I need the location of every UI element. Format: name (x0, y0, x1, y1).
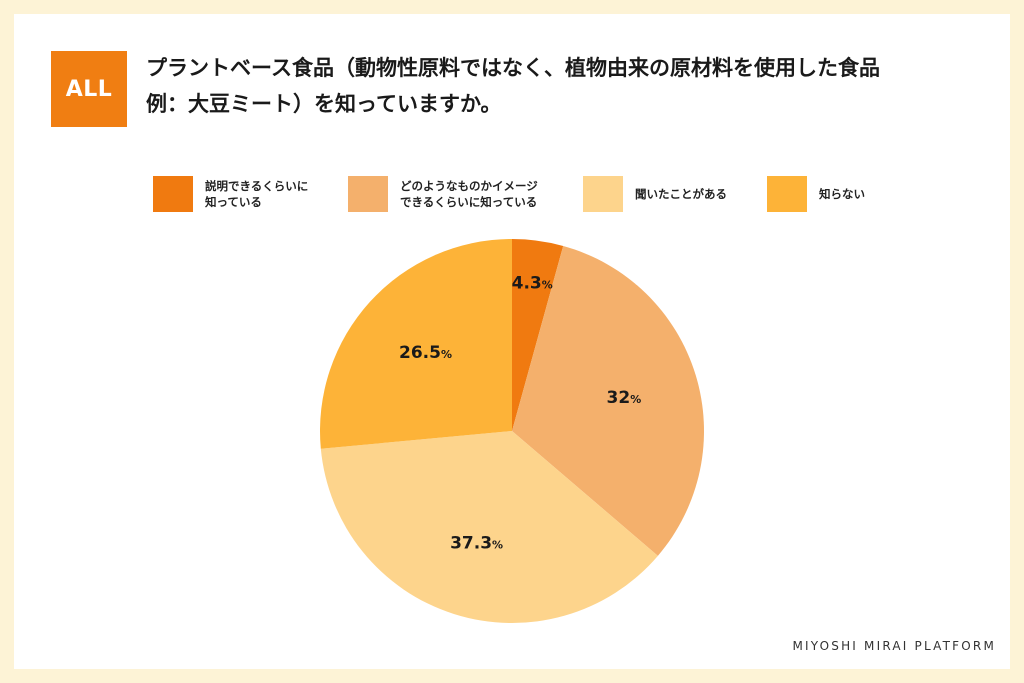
legend-label-heard: 聞いたことがある (635, 187, 727, 201)
pie-slices (319, 238, 705, 624)
legend-label-image: どのようなものかイメージ できるくらいに知っている (400, 179, 538, 209)
chart-title-line-2: 例：大豆ミート）を知っていますか。 (146, 92, 502, 116)
segment-badge: ALL (51, 51, 127, 127)
legend-label-unknown: 知らない (819, 187, 865, 201)
pie-chart: 4.3% 32% 37.3% 26.5% (319, 238, 705, 624)
legend-item-heard: 聞いたことがある (583, 174, 727, 214)
chart-title: プラントベース食品（動物性原料ではなく、植物由来の原材料を使用した食品 例：大豆… (146, 50, 996, 122)
pie-slice-image (512, 245, 705, 556)
pie-slice-explain (512, 238, 564, 431)
legend-label-explain: 説明できるくらいに 知っている (205, 179, 309, 209)
legend-swatch-image (348, 176, 388, 212)
chart-card: ALL プラントベース食品（動物性原料ではなく、植物由来の原材料を使用した食品 … (14, 14, 1010, 669)
legend: 説明できるくらいに 知っている どのようなものかイメージ できるくらいに知ってい… (14, 174, 1010, 214)
pie-label-unknown: 26.5% (399, 343, 452, 363)
pie-label-explain: 4.3% (512, 273, 553, 293)
pie-labels: 4.3% 32% 37.3% 26.5% (399, 273, 641, 553)
legend-item-explain: 説明できるくらいに 知っている (153, 174, 308, 214)
legend-swatch-explain (153, 176, 193, 212)
pie-label-image: 32% (607, 388, 642, 408)
brand-footer: MIYOSHI MIRAI PLATFORM (792, 639, 996, 653)
pie-label-heard: 37.3% (450, 534, 503, 554)
pie-slice-heard (320, 431, 658, 624)
legend-item-unknown: 知らない (767, 174, 865, 214)
pie-slice-unknown (319, 239, 512, 449)
legend-item-image: どのようなものかイメージ できるくらいに知っている (348, 174, 538, 214)
legend-swatch-unknown (767, 176, 807, 212)
legend-swatch-heard (583, 176, 623, 212)
chart-title-line-1: プラントベース食品（動物性原料ではなく、植物由来の原材料を使用した食品 (146, 56, 880, 80)
